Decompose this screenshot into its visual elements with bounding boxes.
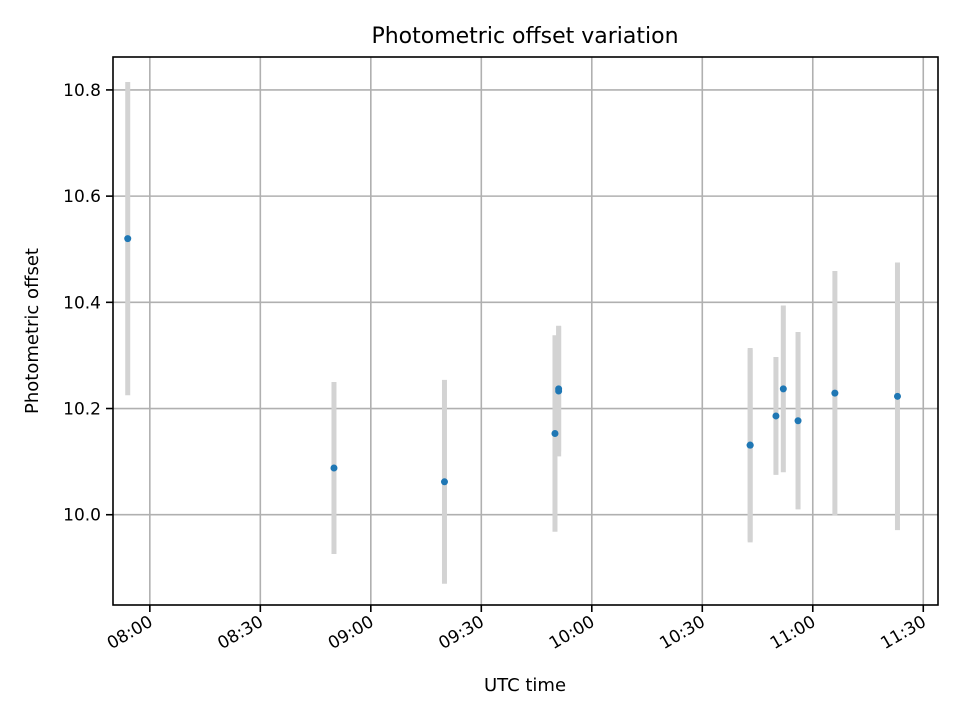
data-point xyxy=(330,464,338,472)
y-tick-label: 10.8 xyxy=(63,81,101,101)
data-point xyxy=(124,235,132,243)
x-axis-label: UTC time xyxy=(484,675,566,696)
y-tick-label: 10.2 xyxy=(63,400,101,420)
y-tick-label: 10.0 xyxy=(63,506,101,526)
x-tick-label: 08:00 xyxy=(104,612,156,654)
x-tick-label: 11:30 xyxy=(877,612,929,654)
x-tick-label: 10:30 xyxy=(656,612,708,654)
data-point xyxy=(555,385,563,393)
data-point xyxy=(440,478,448,486)
y-tick-label: 10.6 xyxy=(63,187,101,207)
grid-lines xyxy=(113,57,938,605)
y-axis-label: Photometric offset xyxy=(22,248,43,414)
x-tick-label: 11:00 xyxy=(767,612,819,654)
data-points xyxy=(124,235,901,486)
data-point xyxy=(779,385,787,393)
x-tick-label: 09:30 xyxy=(435,612,487,654)
data-point xyxy=(794,417,802,425)
plot-frame xyxy=(112,56,939,606)
x-tick-label: 08:30 xyxy=(214,612,266,654)
data-point xyxy=(831,389,839,397)
data-point xyxy=(772,412,780,420)
chart-title: Photometric offset variation xyxy=(371,24,678,49)
data-point xyxy=(551,429,559,437)
x-tick-label: 09:00 xyxy=(325,612,377,654)
data-point xyxy=(893,392,901,400)
x-tick-label: 10:00 xyxy=(546,612,598,654)
data-point xyxy=(746,441,754,449)
y-tick-label: 10.4 xyxy=(63,293,101,313)
error-bars xyxy=(125,81,900,584)
